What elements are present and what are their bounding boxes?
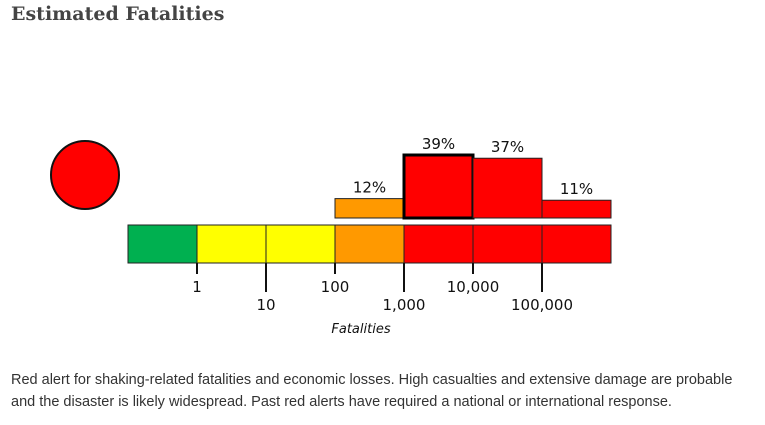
scale-segment [403,224,474,264]
probability-bar [334,198,405,219]
bar-percent-label: 37% [491,138,524,156]
alert-level-circle [50,140,120,210]
scale-segment [265,224,336,264]
chart-title: Estimated Fatalities [11,3,225,25]
bar-percent-label: 11% [560,180,593,198]
probability-bar [402,153,475,220]
tick-label: 1 [192,278,202,296]
tick-label: 100 [321,278,350,296]
scale-segment [334,224,405,264]
bar-percent-label: 12% [353,179,386,197]
scale-segment [541,224,612,264]
tick-label: 10,000 [447,278,500,296]
bar-percent-label: 39% [422,135,455,153]
tick-label: 100,000 [511,296,573,314]
probability-bar [541,199,612,219]
fatality-chart: 12% 39% 37% 11% 1 10 100 1,000 10,000 100,000 Fa… [50,135,612,337]
scale-segment [127,224,198,264]
tick-label: 10 [256,296,275,314]
tick-label: 1,000 [383,296,426,314]
scale-segment [472,224,543,264]
alert-description: Red alert for shaking-related fatalities… [11,372,733,410]
probability-bar [472,157,543,219]
scale-segment [196,224,267,264]
x-axis-title: Fatalities [331,322,390,337]
